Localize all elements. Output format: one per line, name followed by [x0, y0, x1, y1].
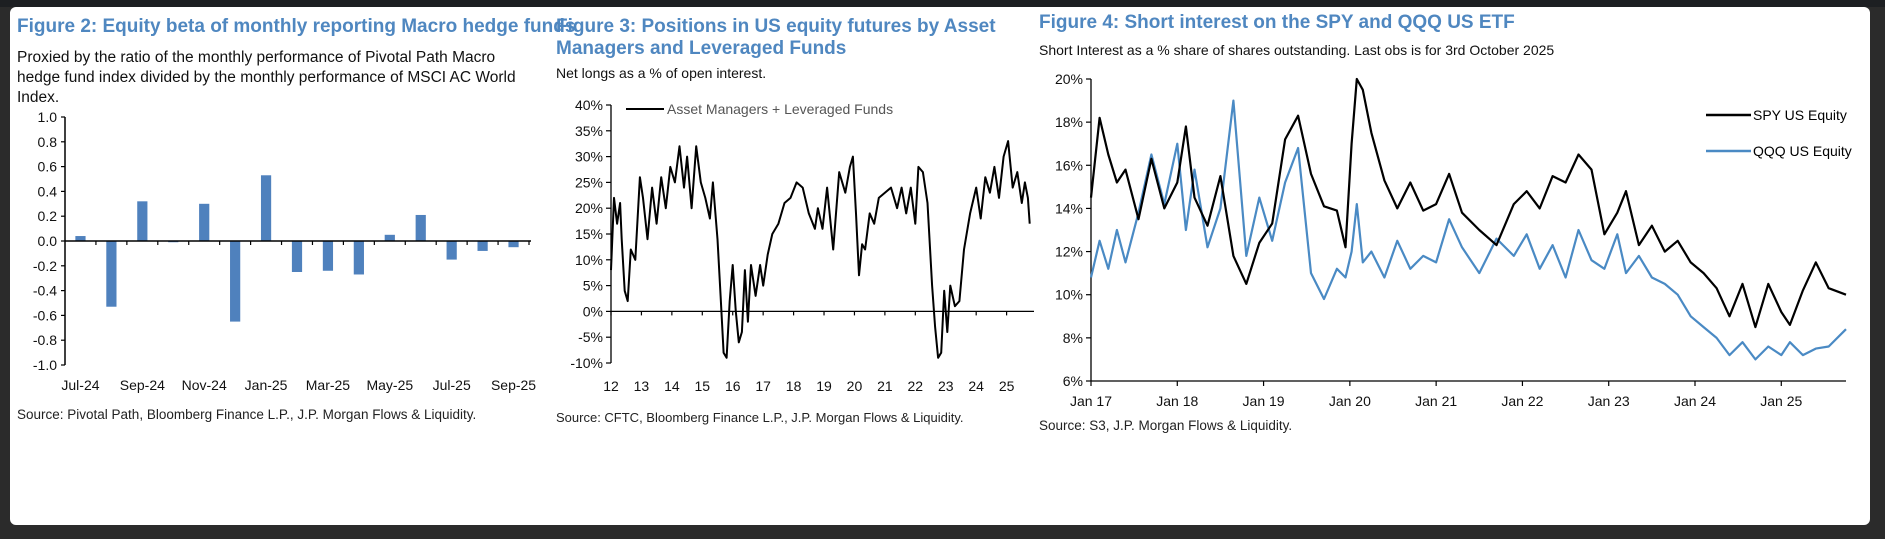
y-tick-label: -10%: [570, 355, 603, 371]
y-tick-label: 12%: [1055, 244, 1083, 260]
x-tick-label: Sep-25: [491, 377, 536, 393]
series-line-qqq: [1089, 99, 1847, 361]
x-tick-label: Jan 24: [1674, 393, 1716, 409]
y-tick-label: 0.8: [38, 134, 58, 150]
y-tick-label: 25%: [575, 174, 603, 190]
figure-2-title: Figure 2: Equity beta of monthly reporti…: [17, 16, 576, 37]
x-tick-label: Mar-25: [306, 377, 351, 393]
bar: [75, 236, 86, 241]
x-tick-label: Jul-25: [433, 377, 471, 393]
bar: [415, 214, 426, 241]
x-tick-label: 18: [786, 378, 802, 394]
bar: [384, 234, 395, 241]
y-tick-label: 8%: [1063, 330, 1083, 346]
x-tick-label: Jan 23: [1588, 393, 1630, 409]
legend-label: QQQ US Equity: [1753, 143, 1852, 159]
y-tick-label: 16%: [1055, 157, 1083, 173]
y-tick-label: 20%: [575, 200, 603, 216]
figure-4-title: Figure 4: Short interest on the SPY and …: [1039, 12, 1515, 33]
bar: [199, 203, 210, 241]
figure-2-chart: 1.00.80.60.40.20.0-0.2-0.4-0.6-0.8-1.0Ju…: [33, 109, 536, 393]
y-tick-label: 30%: [575, 149, 603, 165]
x-tick-label: Jan 25: [1760, 393, 1802, 409]
y-tick-label: 0.0: [38, 233, 58, 249]
y-tick-label: -5%: [578, 329, 603, 345]
x-tick-label: Jul-24: [61, 377, 99, 393]
y-tick-label: -0.6: [33, 307, 57, 323]
bar: [260, 175, 272, 241]
x-tick-label: 25: [999, 378, 1015, 394]
x-tick-label: Jan-25: [245, 377, 288, 393]
figure-3: Figure 3: Positions in US equity futures…: [556, 7, 1036, 525]
bar: [446, 241, 457, 260]
x-tick-label: Jan 18: [1156, 393, 1198, 409]
y-tick-label: 1.0: [38, 109, 58, 125]
x-tick-label: Jan 21: [1415, 393, 1457, 409]
bar: [291, 241, 303, 272]
y-tick-label: -0.8: [33, 332, 57, 348]
y-tick-label: 15%: [575, 226, 603, 242]
y-tick-label: 10%: [575, 252, 603, 268]
y-tick-label: 18%: [1055, 114, 1083, 130]
y-tick-label: 0%: [583, 303, 603, 319]
y-tick-label: 10%: [1055, 287, 1083, 303]
x-tick-label: 20: [847, 378, 863, 394]
x-tick-label: Jan 17: [1070, 393, 1112, 409]
x-tick-label: Sep-24: [120, 377, 165, 393]
x-tick-label: 23: [938, 378, 954, 394]
y-tick-label: -0.2: [33, 258, 57, 274]
figure-4-chart: 20% 18% 16% 14% 12% 10% 8% 6% Jan 17 Jan 18 Jan 19…: [1055, 71, 1852, 409]
report-panel: Figure 2: Equity beta of monthly reporti…: [10, 7, 1870, 525]
x-tick-label: Jan 22: [1501, 393, 1543, 409]
bar: [137, 201, 148, 241]
bar: [508, 241, 519, 248]
y-tick-label: 40%: [575, 97, 603, 113]
x-tick-label: Jan 19: [1243, 393, 1285, 409]
figure-2-source: Source: Pivotal Path, Bloomberg Finance …: [17, 407, 477, 422]
y-tick-label: 0.6: [38, 159, 58, 175]
legend-label: SPY US Equity: [1753, 107, 1847, 123]
figure-3-subtitle: Net longs as a % of open interest.: [556, 65, 767, 81]
x-tick-label: 19: [816, 378, 832, 394]
x-tick-label: 24: [968, 378, 984, 394]
y-tick-label: 0.4: [38, 183, 58, 199]
figure-4-source: Source: S3, J.P. Morgan Flows & Liquidit…: [1039, 418, 1293, 433]
legend-label: Asset Managers + Leveraged Funds: [667, 101, 893, 117]
bar: [322, 241, 334, 271]
x-tick-label: 15: [695, 378, 711, 394]
figure-2-subtitle: Proxied by the ratio of the monthly perf…: [17, 49, 516, 106]
y-tick-label: 6%: [1063, 373, 1083, 389]
x-tick-label: 21: [877, 378, 893, 394]
y-tick-label: 20%: [1055, 71, 1083, 87]
figure-3-title: Figure 3: Positions in US equity futures…: [556, 16, 996, 59]
x-tick-label: 17: [755, 378, 771, 394]
bar: [230, 241, 241, 322]
figure-2: Figure 2: Equity beta of monthly reporti…: [17, 7, 575, 525]
x-tick-label: 14: [664, 378, 680, 394]
x-tick-label: May-25: [366, 377, 413, 393]
x-tick-label: 16: [725, 378, 741, 394]
figure-4: Figure 4: Short interest on the SPY and …: [1039, 7, 1869, 525]
x-tick-label: Jan 20: [1329, 393, 1371, 409]
x-tick-label: 13: [634, 378, 650, 394]
y-tick-label: 14%: [1055, 200, 1083, 216]
x-tick-label: 22: [908, 378, 924, 394]
bar: [353, 241, 364, 275]
x-tick-label: Nov-24: [182, 377, 227, 393]
series-line: [610, 140, 1031, 359]
y-tick-label: 5%: [583, 278, 603, 294]
figure-4-subtitle: Short Interest as a % share of shares ou…: [1039, 42, 1555, 58]
figure-3-source: Source: CFTC, Bloomberg Finance L.P., J.…: [556, 410, 964, 425]
bar: [106, 241, 117, 307]
y-tick-label: 0.2: [38, 208, 58, 224]
y-tick-label: -1.0: [33, 357, 57, 373]
series-line-spy: [1089, 77, 1847, 329]
x-tick-label: 12: [603, 378, 619, 394]
bar: [477, 241, 488, 251]
y-tick-label: -0.4: [33, 283, 57, 299]
y-tick-label: 35%: [575, 123, 603, 139]
background-strip: [0, 0, 1885, 7]
figure-3-chart: 40% 35% 30% 25% 20% 15% 10% 5% 0% -5% -10%12 13 14 15…: [570, 97, 1034, 394]
